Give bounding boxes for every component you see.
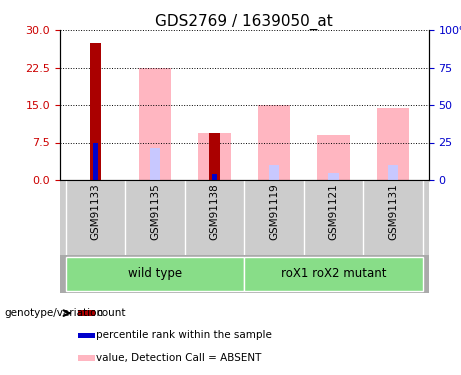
Bar <box>269 165 279 180</box>
Text: GSM91138: GSM91138 <box>210 184 219 240</box>
Bar <box>212 174 217 180</box>
Bar <box>258 105 290 180</box>
Bar <box>78 333 95 338</box>
Bar <box>209 132 220 180</box>
Title: GDS2769 / 1639050_at: GDS2769 / 1639050_at <box>155 14 333 30</box>
Text: GSM91121: GSM91121 <box>329 184 338 240</box>
Text: GSM91135: GSM91135 <box>150 184 160 240</box>
Bar <box>244 257 423 291</box>
Bar <box>317 135 350 180</box>
Bar <box>328 172 339 180</box>
Text: count: count <box>96 308 125 318</box>
Text: genotype/variation: genotype/variation <box>5 308 104 318</box>
Bar <box>78 310 95 316</box>
Text: percentile rank within the sample: percentile rank within the sample <box>96 330 272 340</box>
Bar <box>93 142 98 180</box>
Text: roX1 roX2 mutant: roX1 roX2 mutant <box>281 267 386 280</box>
Text: value, Detection Call = ABSENT: value, Detection Call = ABSENT <box>96 352 261 363</box>
Text: GSM91131: GSM91131 <box>388 184 398 240</box>
Bar <box>66 257 244 291</box>
Bar <box>377 108 409 180</box>
Bar <box>139 68 171 180</box>
Bar <box>150 147 160 180</box>
Bar <box>209 175 220 180</box>
Bar <box>198 132 231 180</box>
Bar <box>388 165 398 180</box>
Text: GSM91133: GSM91133 <box>91 184 100 240</box>
Text: wild type: wild type <box>128 267 182 280</box>
Bar <box>90 42 101 180</box>
Text: GSM91119: GSM91119 <box>269 184 279 240</box>
Bar <box>78 355 95 361</box>
